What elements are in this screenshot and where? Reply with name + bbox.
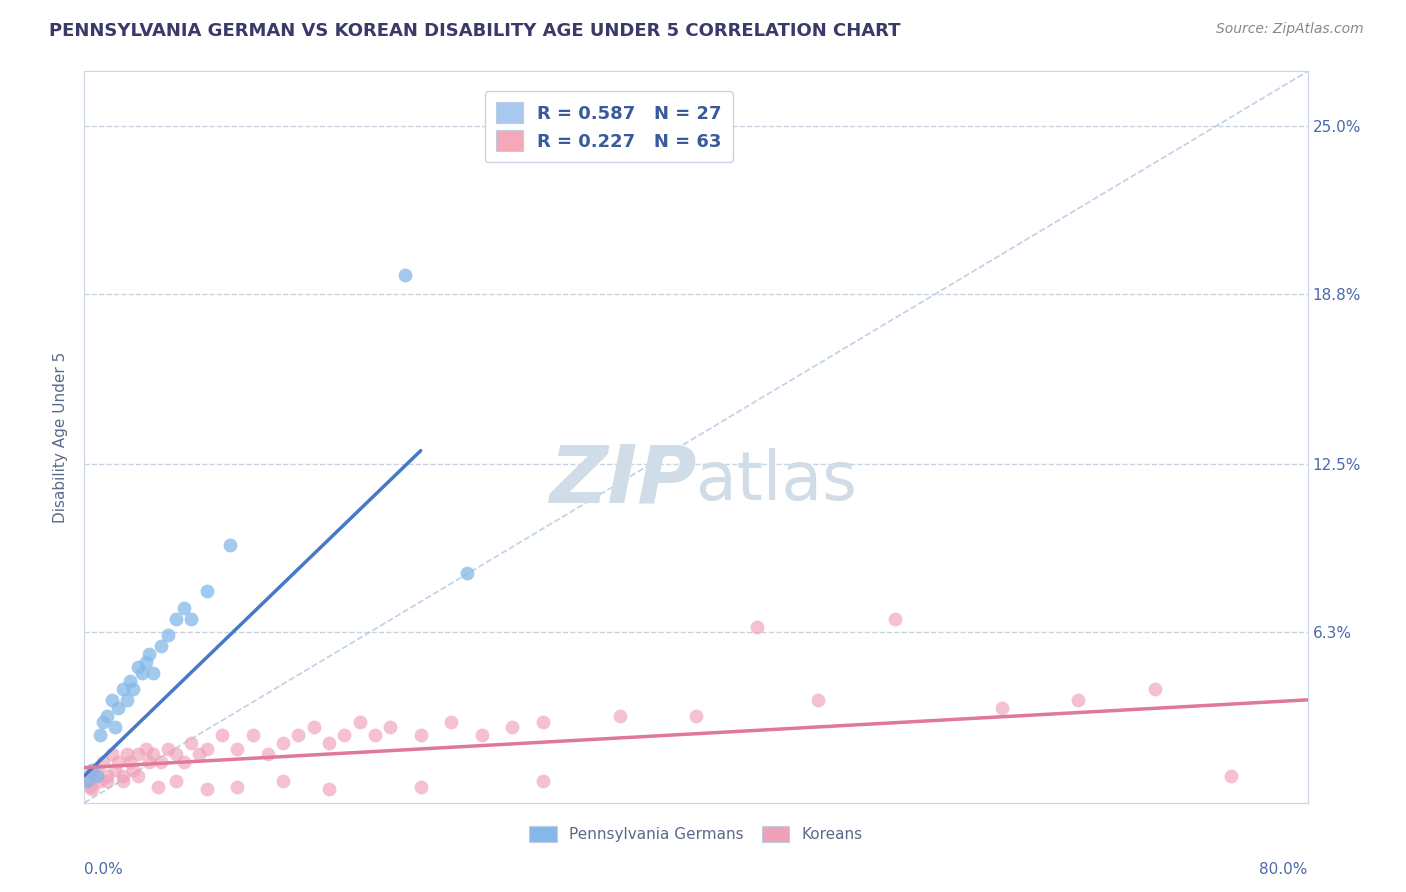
Point bbox=[107, 701, 129, 715]
Point bbox=[287, 728, 309, 742]
Text: 80.0%: 80.0% bbox=[1260, 863, 1308, 878]
Point bbox=[318, 782, 340, 797]
Point bbox=[531, 774, 554, 789]
Point bbox=[271, 736, 294, 750]
Point bbox=[195, 741, 218, 756]
Point bbox=[96, 774, 118, 789]
Point bbox=[76, 774, 98, 789]
Text: PENNSYLVANIA GERMAN VS KOREAN DISABILITY AGE UNDER 5 CORRELATION CHART: PENNSYLVANIA GERMAN VS KOREAN DISABILITY… bbox=[49, 22, 901, 40]
Point bbox=[195, 584, 218, 599]
Point bbox=[111, 774, 134, 789]
Point bbox=[83, 769, 105, 783]
Point bbox=[165, 611, 187, 625]
Point bbox=[104, 764, 127, 778]
Point bbox=[91, 714, 114, 729]
Point bbox=[86, 769, 108, 783]
Point bbox=[146, 780, 169, 794]
Point bbox=[115, 747, 138, 761]
Point bbox=[115, 693, 138, 707]
Point bbox=[104, 720, 127, 734]
Point bbox=[101, 693, 124, 707]
Point bbox=[1067, 693, 1090, 707]
Point bbox=[211, 728, 233, 742]
Point bbox=[120, 755, 142, 769]
Point bbox=[127, 747, 149, 761]
Point bbox=[302, 720, 325, 734]
Point bbox=[380, 720, 402, 734]
Point bbox=[394, 268, 416, 282]
Point bbox=[333, 728, 356, 742]
Point bbox=[89, 728, 111, 742]
Point bbox=[157, 741, 180, 756]
Point bbox=[180, 736, 202, 750]
Point bbox=[364, 728, 387, 742]
Point bbox=[218, 538, 240, 552]
Text: ZIP: ZIP bbox=[548, 442, 696, 520]
Point bbox=[226, 741, 249, 756]
Point bbox=[195, 782, 218, 797]
Point bbox=[318, 736, 340, 750]
Text: Source: ZipAtlas.com: Source: ZipAtlas.com bbox=[1216, 22, 1364, 37]
Point bbox=[142, 747, 165, 761]
Point bbox=[685, 709, 707, 723]
Point bbox=[188, 747, 211, 761]
Point bbox=[127, 769, 149, 783]
Point bbox=[96, 709, 118, 723]
Point bbox=[747, 620, 769, 634]
Point bbox=[173, 600, 195, 615]
Point bbox=[96, 769, 118, 783]
Point bbox=[80, 764, 103, 778]
Text: 0.0%: 0.0% bbox=[84, 863, 124, 878]
Point bbox=[409, 780, 432, 794]
Point bbox=[271, 774, 294, 789]
Text: atlas: atlas bbox=[696, 448, 856, 514]
Point bbox=[1143, 681, 1166, 696]
Point bbox=[180, 611, 202, 625]
Point bbox=[89, 774, 111, 789]
Point bbox=[471, 728, 494, 742]
Point bbox=[76, 774, 98, 789]
Point bbox=[257, 747, 280, 761]
Point bbox=[131, 665, 153, 680]
Point bbox=[135, 655, 157, 669]
Point bbox=[149, 639, 172, 653]
Point bbox=[91, 755, 114, 769]
Point bbox=[1220, 769, 1243, 783]
Point bbox=[609, 709, 631, 723]
Y-axis label: Disability Age Under 5: Disability Age Under 5 bbox=[53, 351, 69, 523]
Point bbox=[165, 774, 187, 789]
Point bbox=[122, 681, 145, 696]
Point bbox=[111, 681, 134, 696]
Legend: Pennsylvania Germans, Koreans: Pennsylvania Germans, Koreans bbox=[522, 819, 870, 850]
Point bbox=[173, 755, 195, 769]
Point bbox=[409, 728, 432, 742]
Point bbox=[991, 701, 1014, 715]
Point bbox=[456, 566, 478, 580]
Point bbox=[79, 780, 101, 794]
Point bbox=[111, 769, 134, 783]
Point bbox=[122, 764, 145, 778]
Point bbox=[531, 714, 554, 729]
Point bbox=[138, 647, 160, 661]
Point bbox=[135, 741, 157, 756]
Point bbox=[349, 714, 371, 729]
Point bbox=[502, 720, 524, 734]
Point bbox=[127, 660, 149, 674]
Point bbox=[86, 764, 108, 778]
Point bbox=[107, 755, 129, 769]
Point bbox=[157, 628, 180, 642]
Point bbox=[807, 693, 830, 707]
Point bbox=[142, 665, 165, 680]
Point bbox=[120, 673, 142, 688]
Point bbox=[138, 755, 160, 769]
Point bbox=[242, 728, 264, 742]
Point bbox=[440, 714, 463, 729]
Point bbox=[80, 782, 103, 797]
Point bbox=[165, 747, 187, 761]
Point bbox=[883, 611, 905, 625]
Point bbox=[149, 755, 172, 769]
Point bbox=[226, 780, 249, 794]
Point bbox=[101, 747, 124, 761]
